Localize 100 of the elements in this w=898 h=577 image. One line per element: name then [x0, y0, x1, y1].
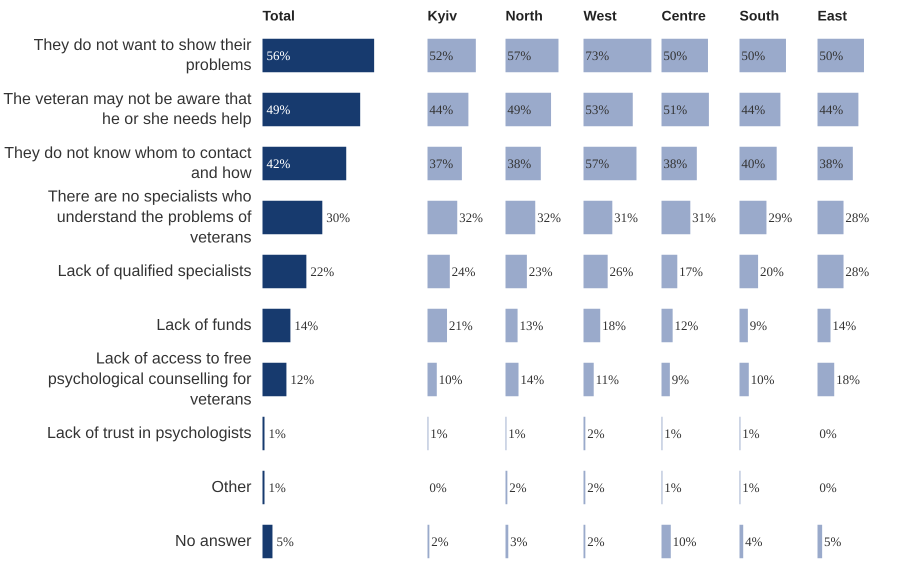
data-label: 56%: [266, 48, 290, 63]
bar: [506, 38, 558, 72]
data-label: 10%: [438, 372, 463, 387]
bar: [740, 308, 748, 342]
data-label: 50%: [663, 48, 688, 63]
data-label: 38%: [507, 156, 532, 171]
data-label: 18%: [602, 318, 626, 333]
data-label: 28%: [845, 264, 870, 279]
data-label: 44%: [429, 102, 454, 117]
data-label: 2%: [587, 480, 605, 495]
y-tick-label: Other: [211, 479, 252, 496]
data-label: 42%: [266, 156, 290, 171]
bar: [740, 146, 777, 180]
y-tick-label: They do not want to show their problems: [34, 36, 252, 74]
bar: [740, 200, 766, 234]
bar: [584, 92, 633, 126]
data-label: 10%: [672, 534, 697, 549]
bar: [662, 524, 671, 558]
data-label: 1%: [268, 426, 286, 441]
data-label: 5%: [824, 534, 842, 549]
data-label: 17%: [679, 264, 704, 279]
bar: [818, 254, 844, 288]
bar: [262, 146, 346, 180]
data-label: 10%: [750, 372, 775, 387]
data-label: 2%: [587, 426, 605, 441]
data-label: 18%: [836, 372, 860, 387]
bar: [662, 38, 708, 72]
chart-title: West: [584, 8, 618, 24]
data-label: 14%: [294, 318, 318, 333]
bar: [740, 92, 780, 126]
data-label: 51%: [663, 102, 688, 117]
data-label: 1%: [664, 426, 682, 441]
bar: [506, 200, 536, 234]
data-label: 49%: [507, 102, 532, 117]
y-tick-label: Lack of trust in psychologists: [46, 425, 252, 442]
bar: [428, 92, 468, 126]
data-label: 38%: [663, 156, 688, 171]
bar: [428, 38, 476, 72]
y-tick-label: They do not know whom to contact and how: [4, 144, 252, 182]
data-label: 37%: [429, 156, 454, 171]
bar: [818, 38, 864, 72]
data-label: 26%: [610, 264, 634, 279]
bar: [662, 92, 709, 126]
bar: [506, 524, 508, 558]
data-label: 24%: [452, 264, 476, 279]
bar: [262, 92, 360, 126]
data-label: 30%: [326, 210, 350, 225]
bar: [584, 254, 608, 288]
data-label: 31%: [614, 210, 638, 225]
bar: [506, 92, 552, 126]
bar: [262, 254, 306, 288]
bar: [428, 254, 450, 288]
bar: [584, 362, 594, 396]
data-label: 73%: [585, 48, 610, 63]
bar: [662, 146, 697, 180]
bar: [740, 38, 786, 72]
data-label: 2%: [587, 534, 605, 549]
y-tick-label: Lack of funds: [156, 317, 252, 334]
data-label: 9%: [672, 372, 690, 387]
data-label: 40%: [741, 156, 766, 171]
data-label: 11%: [596, 372, 620, 387]
data-label: 32%: [537, 210, 562, 225]
data-label: 38%: [819, 156, 844, 171]
bar: [262, 308, 290, 342]
bar: [262, 38, 374, 72]
data-label: 0%: [819, 426, 837, 441]
y-tick-label: There are no specialists who understand the problems of veterans: [48, 188, 252, 246]
bar: [662, 308, 673, 342]
bar: [428, 146, 462, 180]
chart-title: Total: [262, 8, 295, 24]
bar: [262, 524, 272, 558]
data-label: 1%: [742, 426, 760, 441]
bar: [818, 308, 831, 342]
bar: [262, 362, 286, 396]
bar: [818, 200, 844, 234]
bar: [818, 146, 853, 180]
data-label: 22%: [310, 264, 334, 279]
data-label: 49%: [266, 102, 290, 117]
bar: [818, 92, 858, 126]
chart-title: Centre: [662, 8, 706, 24]
y-tick-label: Lack of access to free psychological counselling for veterans: [48, 350, 252, 408]
data-label: 1%: [268, 480, 286, 495]
data-label: 21%: [448, 318, 473, 333]
data-label: 1%: [664, 480, 682, 495]
data-label: 14%: [832, 318, 856, 333]
data-label: 28%: [845, 210, 870, 225]
y-tick-label: Lack of qualified specialists: [58, 263, 252, 280]
data-label: 44%: [819, 102, 844, 117]
bar: [818, 524, 822, 558]
chart-title: Kyiv: [428, 8, 458, 24]
bar: [584, 146, 636, 180]
data-label: 12%: [290, 372, 314, 387]
data-label: 5%: [276, 534, 294, 549]
data-label: 29%: [768, 210, 792, 225]
data-label: 50%: [819, 48, 844, 63]
bar: [428, 362, 437, 396]
data-label: 4%: [745, 534, 763, 549]
data-label: 31%: [692, 210, 716, 225]
bar: [506, 254, 527, 288]
data-label: 0%: [429, 480, 447, 495]
